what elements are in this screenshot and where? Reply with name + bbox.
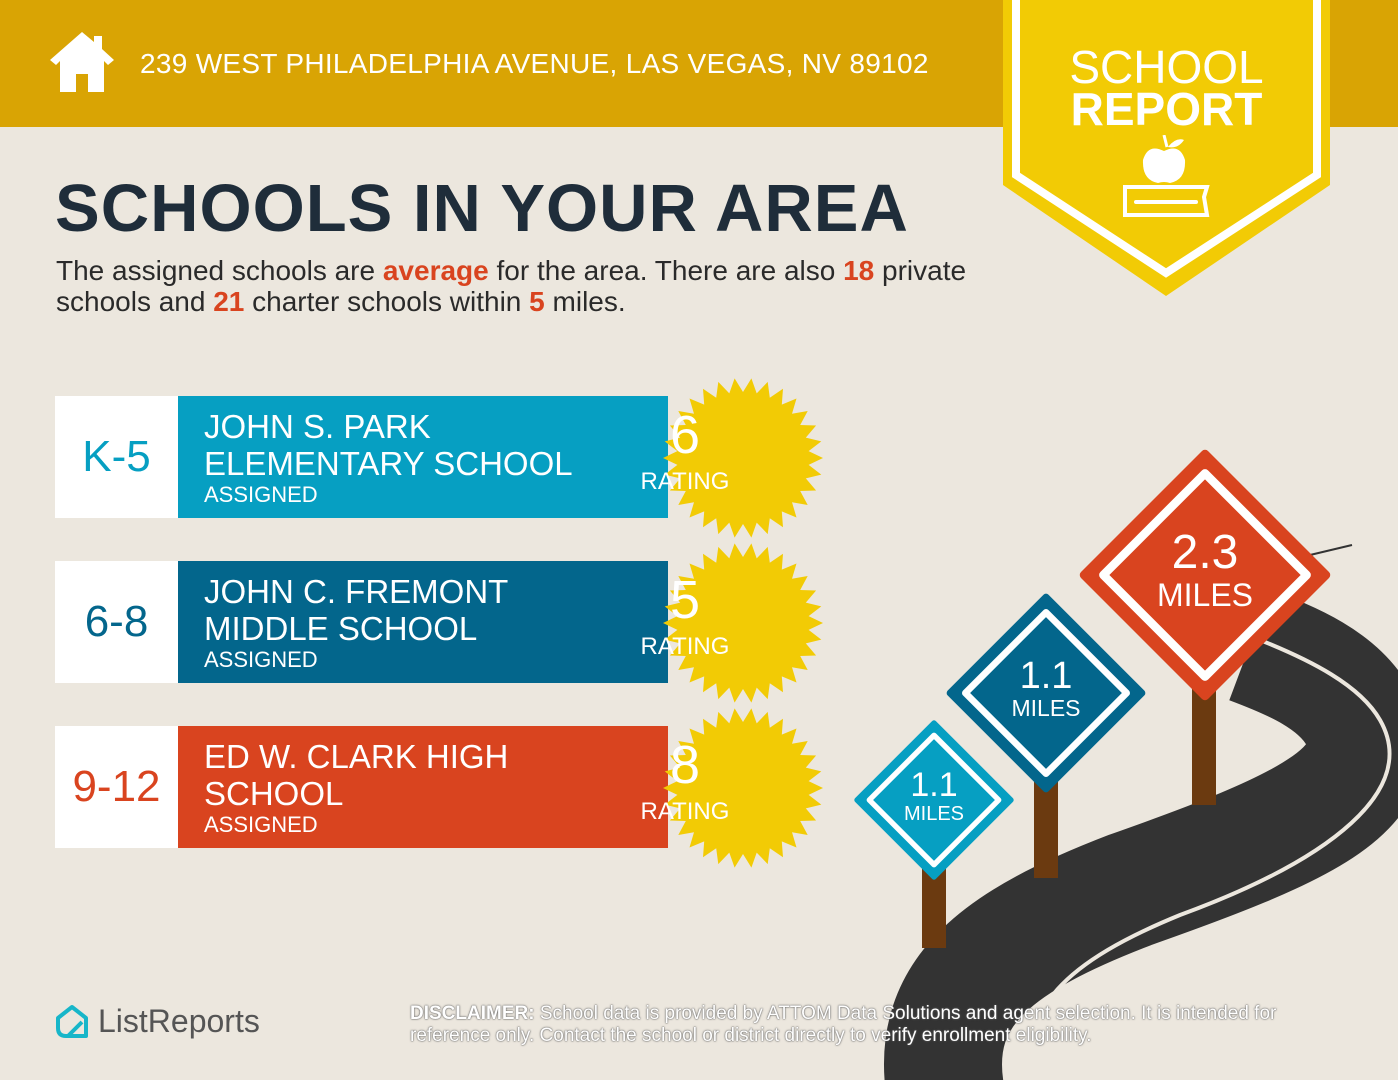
disclaimer: DISCLAIMER: School data is provided by A… [410,1003,1277,1046]
school-bar: JOHN S. PARK ELEMENTARY SCHOOL ASSIGNED [178,396,668,518]
apple-on-book-icon [1123,135,1210,217]
rating-starburst [663,378,823,538]
page-title: SCHOOLS IN YOUR AREA [55,171,909,246]
distance-unit: MILES [1156,577,1254,614]
distance-unit: MILES [903,802,965,825]
road-line [1030,638,1392,1080]
distance-value: 1.1 [910,765,958,804]
distance-sign [961,608,1131,778]
distance-unit: MILES [1011,694,1081,721]
school-bar: ED W. CLARK HIGH SCHOOL ASSIGNED [178,726,668,848]
school-name: JOHN S. PARK ELEMENTARY SCHOOL [204,408,573,482]
distance-sign-label: 1.1 MILES [966,657,1126,722]
grade-range: K-5 [55,396,178,518]
distance-sign [1079,449,1331,701]
school-row: K-5 JOHN S. PARK ELEMENTARY SCHOOL ASSIGN… [55,378,823,538]
rating-label: RATING [640,798,730,825]
logo-text: ListReports [98,1003,260,1039]
road [884,589,1398,1080]
distance-sign [866,732,1002,868]
banner-line2: REPORT [1070,83,1263,135]
property-address: 239 WEST PHILADELPHIA AVENUE, LAS VEGAS,… [140,48,929,79]
distance-sign-label: 1.1 MILES [854,768,1014,826]
assignment-status: ASSIGNED [204,647,318,672]
rating-label: RATING [640,633,730,660]
assignment-status: ASSIGNED [204,482,318,507]
intro-text: The assigned schools are average for the… [56,255,967,317]
grade-range: 6-8 [55,561,178,683]
distance-value: 1.1 [1019,654,1073,697]
charter-count: 21 [213,286,245,317]
house-icon [50,32,114,92]
rating-starburst [663,543,823,703]
school-name: ED W. CLARK HIGH SCHOOL [204,738,509,812]
quality-highlight: average [382,255,489,286]
rating-label: RATING [640,468,730,495]
banner-line1: SCHOOL [1069,41,1264,93]
distance-sign-label: 2.3 MILES [1125,526,1285,614]
rating-value: 5 [669,570,701,630]
rating-value: 8 [669,735,701,795]
rating-starburst [663,708,823,868]
grade-range: 9-12 [55,726,178,848]
private-count: 18 [843,255,875,286]
miles-radius: 5 [529,286,545,317]
distance-sign [1099,469,1311,681]
distance-sign [946,593,1146,793]
assignment-status: ASSIGNED [204,812,318,837]
rating-value: 6 [669,405,701,465]
distance-sign [854,720,1014,880]
distance-value: 2.3 [1171,526,1239,580]
listreports-logo-icon [56,1004,88,1038]
school-name: JOHN C. FREMONT MIDDLE SCHOOL [204,573,508,647]
school-row: 6-8 JOHN C. FREMONT MIDDLE SCHOOL ASSIGNE… [55,543,823,703]
listreports-logo: ListReports [54,1003,260,1040]
school-row: 9-12 ED W. CLARK HIGH SCHOOL ASSIGNED 8 R… [55,708,823,868]
school-report-banner [1003,0,1330,296]
school-bar: JOHN C. FREMONT MIDDLE SCHOOL ASSIGNED [178,561,668,683]
